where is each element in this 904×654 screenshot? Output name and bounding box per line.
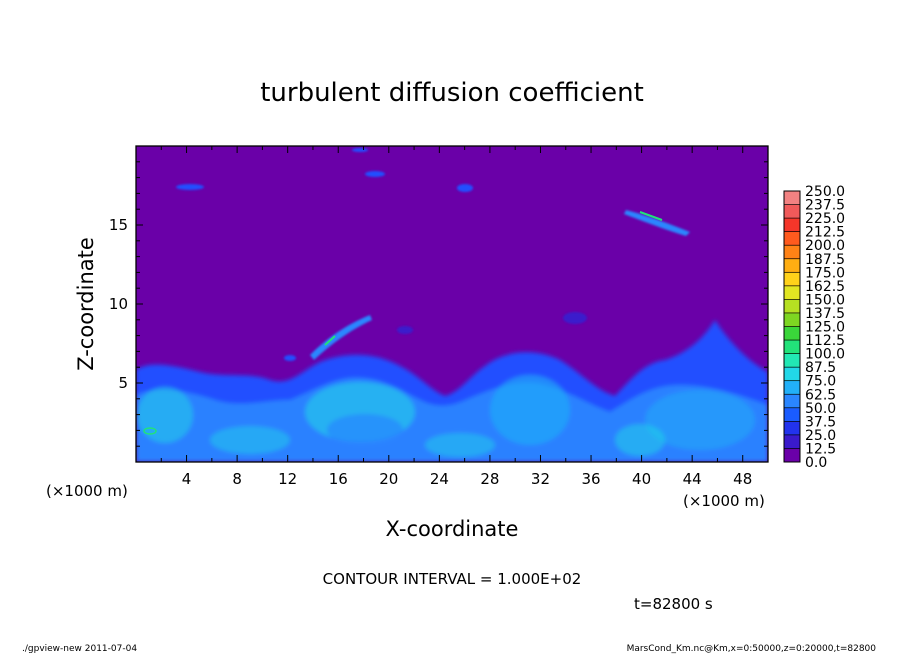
colorbar-label: 137.5 xyxy=(805,306,845,322)
colorbar-swatch xyxy=(784,285,800,300)
chart-title: turbulent diffusion coefficient xyxy=(260,78,644,108)
y-axis-ticks: 5 10 15 xyxy=(109,161,768,447)
time-label: t=82800 s xyxy=(634,595,713,613)
colorbar-label: 37.5 xyxy=(805,414,836,430)
colorbar-swatch xyxy=(784,340,800,354)
x-tick-label: 36 xyxy=(581,470,600,488)
x-tick-label: 8 xyxy=(232,470,242,488)
x-tick-label: 24 xyxy=(430,470,449,488)
x-tick-label: 12 xyxy=(278,470,297,488)
x-axis-title: X-coordinate xyxy=(386,517,519,541)
footer-left: ./gpview-new 2011-07-04 xyxy=(22,644,137,654)
colorbar-label: 200.0 xyxy=(805,238,845,254)
colorbar-swatch xyxy=(784,218,800,233)
x-tick-label: 32 xyxy=(531,470,550,488)
y-axis-title: Z-coordinate xyxy=(74,237,98,371)
colorbar-label: 187.5 xyxy=(805,252,845,268)
x-tick-label: 16 xyxy=(329,470,348,488)
colorbar-label: 150.0 xyxy=(805,292,845,308)
colorbar-swatch xyxy=(784,448,800,463)
colorbar-swatch xyxy=(784,380,800,395)
x-unit-label-left: (×1000 m) xyxy=(46,482,128,500)
colorbar-swatch xyxy=(784,204,800,219)
colorbar-swatch xyxy=(784,353,800,368)
x-axis-ticks: 4 8 12 16 20 24 28 32 36 40 44 48 xyxy=(160,146,752,488)
x-tick-label: 4 xyxy=(182,470,192,488)
colorbar-swatch xyxy=(784,299,800,314)
contour-interval-text: CONTOUR INTERVAL = 1.000E+02 xyxy=(323,570,582,588)
colorbar-swatch xyxy=(784,231,800,246)
x-tick-label: 44 xyxy=(683,470,702,488)
x-tick-label: 28 xyxy=(480,470,499,488)
x-tick-label: 48 xyxy=(733,470,752,488)
colorbar-swatch xyxy=(784,434,800,449)
y-tick-label: 5 xyxy=(118,374,128,392)
colorbar-swatch xyxy=(784,326,800,341)
colorbar-label: 62.5 xyxy=(805,387,836,403)
colorbar-label: 237.5 xyxy=(805,198,845,214)
colorbar-swatch xyxy=(784,258,800,273)
colorbar-label: 125.0 xyxy=(805,320,845,336)
colorbar-label: 175.0 xyxy=(805,265,845,281)
colorbar-label: 12.5 xyxy=(805,441,836,457)
colorbar-swatch xyxy=(784,272,800,287)
x-tick-label: 20 xyxy=(379,470,398,488)
x-tick-label: 40 xyxy=(632,470,651,488)
colorbar-label: 112.5 xyxy=(805,333,845,349)
colorbar-label: 50.0 xyxy=(805,401,836,417)
colorbar-label: 162.5 xyxy=(805,279,845,295)
colorbar-label: 212.5 xyxy=(805,225,845,241)
colorbar-label: 25.0 xyxy=(805,428,836,444)
colorbar-swatch xyxy=(784,407,800,422)
colorbar-label: 75.0 xyxy=(805,374,836,390)
colorbar-label: 0.0 xyxy=(805,455,827,471)
colorbar-label: 87.5 xyxy=(805,360,836,376)
colorbar-swatch xyxy=(784,245,800,260)
colorbar-label: 100.0 xyxy=(805,347,845,363)
colorbar-swatch xyxy=(784,191,800,205)
x-unit-label-right: (×1000 m) xyxy=(683,492,765,510)
colorbar-swatch xyxy=(784,421,800,436)
colorbar: 0.012.525.037.550.062.575.087.5100.0112.… xyxy=(783,184,845,471)
colorbar-swatch xyxy=(784,367,800,382)
colorbar-label: 225.0 xyxy=(805,211,845,227)
colorbar-swatch xyxy=(784,312,800,327)
field-shading xyxy=(136,148,768,462)
y-tick-label: 15 xyxy=(109,216,128,234)
colorbar-label: 250.0 xyxy=(805,184,845,200)
colorbar-swatch xyxy=(784,394,800,409)
footer-right: MarsCond_Km.nc@Km,x=0:50000,z=0:20000,t=… xyxy=(627,644,877,654)
y-tick-label: 10 xyxy=(109,295,128,313)
